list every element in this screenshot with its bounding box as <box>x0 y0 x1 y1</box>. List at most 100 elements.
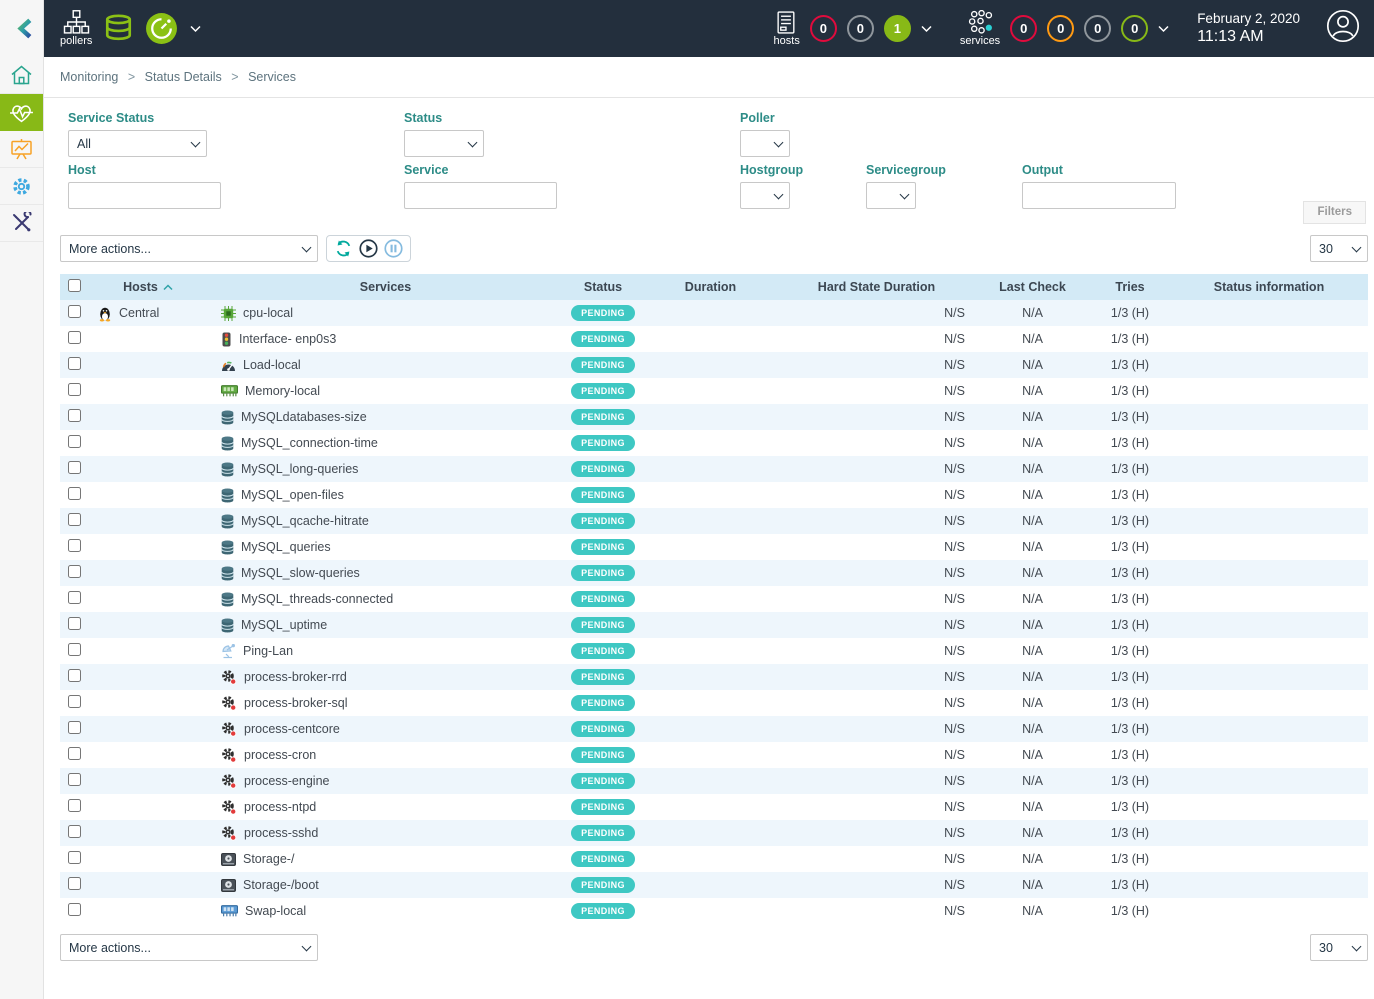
hard-state-duration-column-header[interactable]: Hard State Duration <box>778 274 975 300</box>
services-chevron[interactable] <box>1158 25 1169 33</box>
service-name[interactable]: Swap-local <box>245 904 307 918</box>
hosts-menu[interactable]: hosts <box>774 10 800 47</box>
pause-button[interactable] <box>384 239 403 258</box>
sidebar-item-configuration[interactable] <box>0 168 43 205</box>
service-name[interactable]: Interface- enp0s3 <box>239 332 337 346</box>
page-size-select[interactable]: 30 <box>1310 235 1368 262</box>
service-name[interactable]: cpu-local <box>243 306 294 320</box>
service-name[interactable]: process-ntpd <box>244 800 317 814</box>
status-column-header[interactable]: Status <box>563 274 643 300</box>
hostgroup-select[interactable] <box>740 182 790 209</box>
row-select-checkbox[interactable] <box>67 513 81 526</box>
service-name[interactable]: MySQL_long-queries <box>241 462 359 476</box>
row-select-checkbox[interactable] <box>67 877 81 890</box>
service-name[interactable]: MySQLdatabases-size <box>241 410 367 424</box>
row-select-checkbox[interactable] <box>67 331 81 344</box>
sidebar-item-administration[interactable] <box>0 205 43 242</box>
row-select-checkbox[interactable] <box>67 383 81 396</box>
status-information-column-header[interactable]: Status information <box>1170 274 1368 300</box>
hosts-up-counter[interactable]: 1 <box>883 15 911 42</box>
service-name[interactable]: process-centcore <box>244 722 340 736</box>
poller-latency-button[interactable] <box>145 12 178 45</box>
more-actions-select[interactable]: More actions... <box>60 235 318 262</box>
services-unknown-counter[interactable]: 0 <box>1084 15 1112 42</box>
service-input[interactable] <box>404 182 557 209</box>
resume-button[interactable] <box>359 239 378 258</box>
service-name[interactable]: Memory-local <box>245 384 321 398</box>
pollers-chevron[interactable] <box>190 25 201 33</box>
row-select-checkbox[interactable] <box>67 799 81 812</box>
service-name[interactable]: process-sshd <box>244 826 319 840</box>
status-information-cell <box>1170 482 1368 508</box>
output-input[interactable] <box>1022 182 1176 209</box>
service-name[interactable]: Storage-/boot <box>243 878 319 892</box>
service-name[interactable]: process-cron <box>244 748 317 762</box>
host-name[interactable]: Central <box>119 306 160 320</box>
duration-column-header[interactable]: Duration <box>643 274 778 300</box>
row-select-checkbox[interactable] <box>67 669 81 682</box>
row-select-checkbox[interactable] <box>67 773 81 786</box>
row-select-checkbox[interactable] <box>67 903 81 916</box>
service-name[interactable]: MySQL_qcache-hitrate <box>241 514 369 528</box>
services-ok-counter[interactable]: 0 <box>1121 15 1149 42</box>
breadcrumb-status-details[interactable]: Status Details <box>144 70 222 84</box>
row-select-checkbox[interactable] <box>67 747 81 760</box>
hosts-column-header[interactable]: Hosts <box>88 274 208 300</box>
servicegroup-select[interactable] <box>866 182 916 209</box>
service-name[interactable]: MySQL_threads-connected <box>241 592 394 606</box>
row-select-checkbox[interactable] <box>67 565 81 578</box>
footer-page-size-select[interactable]: 30 <box>1310 934 1368 961</box>
select-all-checkbox[interactable] <box>67 279 81 292</box>
service-name[interactable]: Ping-Lan <box>243 644 294 658</box>
poller-database-button[interactable] <box>104 14 133 43</box>
row-select-checkbox[interactable] <box>67 305 81 318</box>
service-name[interactable]: Load-local <box>243 358 301 372</box>
service-name[interactable]: process-broker-rrd <box>244 670 347 684</box>
service-name[interactable]: Storage-/ <box>243 852 295 866</box>
refresh-button[interactable] <box>334 239 353 258</box>
sidebar-item-monitoring[interactable] <box>0 94 43 131</box>
sidebar-item-home[interactable] <box>0 57 43 94</box>
row-select-checkbox[interactable] <box>67 461 81 474</box>
row-select-checkbox[interactable] <box>67 617 81 630</box>
row-select-checkbox[interactable] <box>67 721 81 734</box>
tries-column-header[interactable]: Tries <box>1090 274 1170 300</box>
pollers-menu[interactable]: pollers <box>60 10 92 47</box>
status-select[interactable] <box>404 130 484 157</box>
services-warning-counter[interactable]: 0 <box>1047 15 1075 42</box>
row-select-checkbox[interactable] <box>67 825 81 838</box>
service-name[interactable]: process-engine <box>244 774 330 788</box>
service-name[interactable]: MySQL_connection-time <box>241 436 378 450</box>
footer-more-actions-select[interactable]: More actions... <box>60 934 318 961</box>
breadcrumb-monitoring[interactable]: Monitoring <box>60 70 119 84</box>
last-check-column-header[interactable]: Last Check <box>975 274 1090 300</box>
row-select-checkbox[interactable] <box>67 357 81 370</box>
row-select-checkbox[interactable] <box>67 643 81 656</box>
service-name[interactable]: MySQL_queries <box>241 540 331 554</box>
row-select-checkbox[interactable] <box>67 435 81 448</box>
row-select-checkbox[interactable] <box>67 851 81 864</box>
row-select-checkbox[interactable] <box>67 409 81 422</box>
host-input[interactable] <box>68 182 221 209</box>
service-status-select[interactable]: All <box>68 130 207 157</box>
centreon-logo[interactable] <box>0 0 43 57</box>
sidebar-item-reporting[interactable] <box>0 131 43 168</box>
service-name[interactable]: process-broker-sql <box>244 696 348 710</box>
row-select-checkbox[interactable] <box>67 487 81 500</box>
hosts-unreachable-counter[interactable]: 0 <box>846 15 874 42</box>
hosts-down-counter[interactable]: 0 <box>809 15 837 42</box>
hosts-chevron[interactable] <box>921 25 932 33</box>
service-name[interactable]: MySQL_uptime <box>241 618 328 632</box>
service-name[interactable]: MySQL_slow-queries <box>241 566 360 580</box>
services-menu[interactable]: services <box>960 10 1000 47</box>
filters-tab[interactable]: Filters <box>1303 201 1366 224</box>
services-column-header[interactable]: Services <box>208 274 563 300</box>
row-select-checkbox[interactable] <box>67 591 81 604</box>
user-menu[interactable] <box>1326 9 1360 48</box>
row-select-checkbox[interactable] <box>67 539 81 552</box>
service-name[interactable]: MySQL_open-files <box>241 488 344 502</box>
breadcrumb-services[interactable]: Services <box>248 70 296 84</box>
services-critical-counter[interactable]: 0 <box>1010 15 1038 42</box>
row-select-checkbox[interactable] <box>67 695 81 708</box>
poller-select[interactable] <box>740 130 790 157</box>
